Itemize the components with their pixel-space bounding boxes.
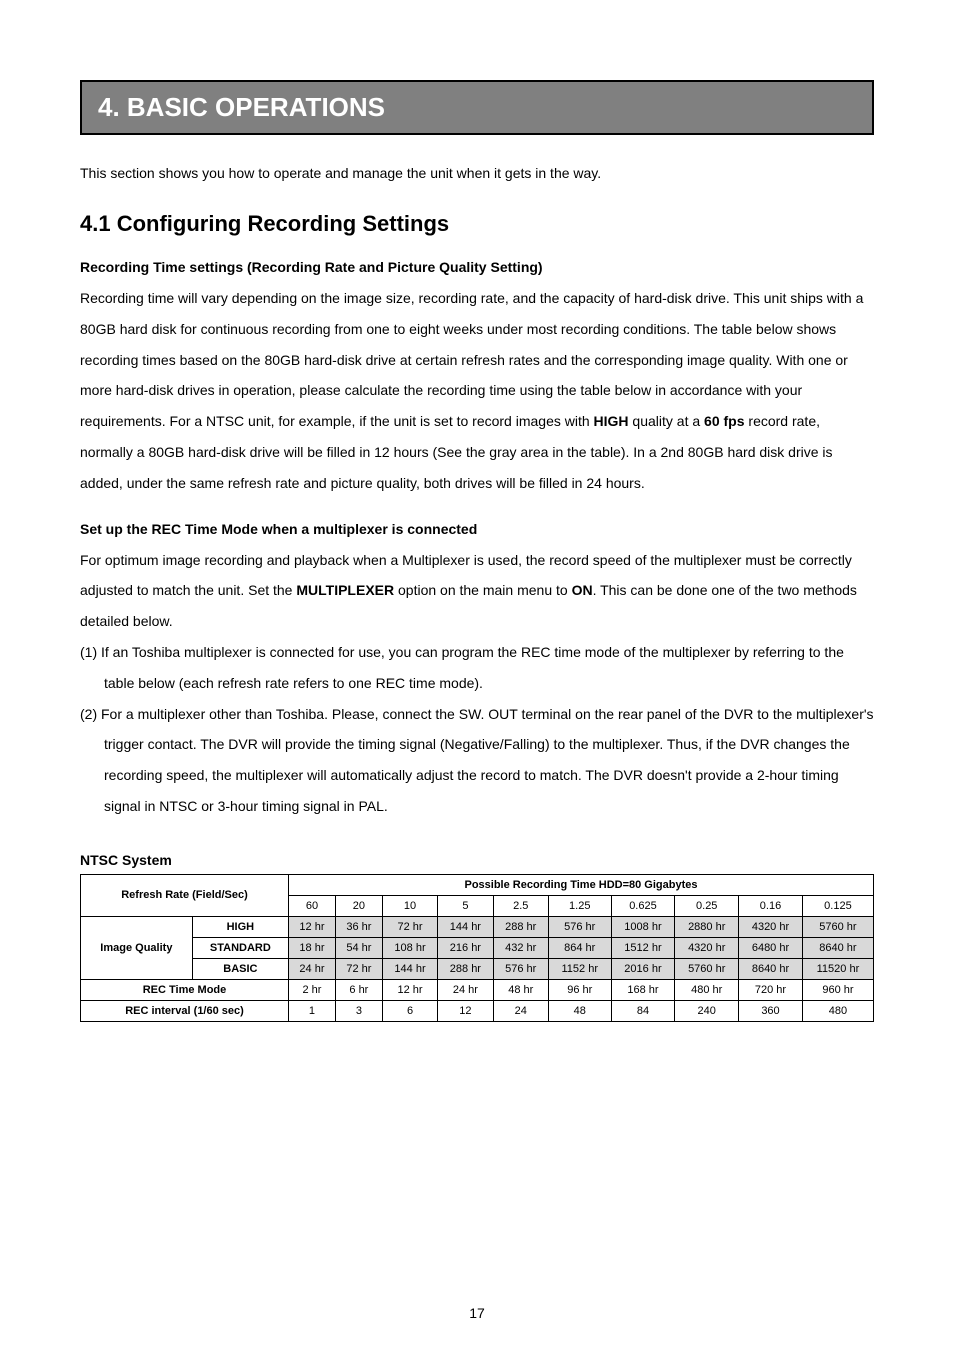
cell: 2016 hr <box>611 958 675 979</box>
cell: 2.5 <box>493 895 548 916</box>
bold-60fps: 60 fps <box>704 413 744 429</box>
cell: 8640 hr <box>802 937 873 958</box>
cell: 1008 hr <box>611 916 675 937</box>
cell: 0.25 <box>675 895 739 916</box>
cell: 1.25 <box>548 895 611 916</box>
cell: 72 hr <box>382 916 437 937</box>
cell: 12 <box>438 1000 493 1021</box>
cell: 288 hr <box>438 958 493 979</box>
cell: 168 hr <box>611 979 675 1000</box>
cell: 24 hr <box>289 958 336 979</box>
cell: 48 hr <box>493 979 548 1000</box>
cell: 432 hr <box>493 937 548 958</box>
cell: 48 <box>548 1000 611 1021</box>
text: Recording time will vary depending on th… <box>80 290 863 429</box>
cell-refresh-label: Refresh Rate (Field/Sec) <box>81 874 289 916</box>
cell: 144 hr <box>382 958 437 979</box>
cell: 60 <box>289 895 336 916</box>
cell-rec-time-mode-label: REC Time Mode <box>81 979 289 1000</box>
ntsc-table: Refresh Rate (Field/Sec) Possible Record… <box>80 874 874 1022</box>
cell: 2880 hr <box>675 916 739 937</box>
cell: 1152 hr <box>548 958 611 979</box>
table-row: Refresh Rate (Field/Sec) Possible Record… <box>81 874 874 895</box>
cell: 288 hr <box>493 916 548 937</box>
section-banner-title: 4. BASIC OPERATIONS <box>98 92 385 122</box>
paragraph-recording-time: Recording time will vary depending on th… <box>80 283 874 499</box>
cell: 1512 hr <box>611 937 675 958</box>
heading-4-1: 4.1 Configuring Recording Settings <box>80 211 874 237</box>
cell: 240 <box>675 1000 739 1021</box>
cell: 108 hr <box>382 937 437 958</box>
cell: 54 hr <box>335 937 382 958</box>
cell: 8640 hr <box>739 958 803 979</box>
cell: 0.125 <box>802 895 873 916</box>
cell: 11520 hr <box>802 958 873 979</box>
table-row: Image Quality HIGH 12 hr 36 hr 72 hr 144… <box>81 916 874 937</box>
cell-row-label: STANDARD <box>192 937 288 958</box>
table-row: REC interval (1/60 sec) 1 3 6 12 24 48 8… <box>81 1000 874 1021</box>
subheading-rec-time-mode: Set up the REC Time Mode when a multiple… <box>80 521 874 537</box>
list-item: (1) If an Toshiba multiplexer is connect… <box>80 637 874 699</box>
table-row: BASIC 24 hr 72 hr 144 hr 288 hr 576 hr 1… <box>81 958 874 979</box>
cell: 864 hr <box>548 937 611 958</box>
cell: 3 <box>335 1000 382 1021</box>
cell: 12 hr <box>289 916 336 937</box>
cell: 1 <box>289 1000 336 1021</box>
cell: 4320 hr <box>675 937 739 958</box>
cell: 960 hr <box>802 979 873 1000</box>
cell-row-label: HIGH <box>192 916 288 937</box>
list-item: (2) For a multiplexer other than Toshiba… <box>80 699 874 822</box>
cell: 0.16 <box>739 895 803 916</box>
cell: 720 hr <box>739 979 803 1000</box>
cell: 2 hr <box>289 979 336 1000</box>
cell: 12 hr <box>382 979 437 1000</box>
bold-on: ON <box>572 582 593 598</box>
cell: 576 hr <box>548 916 611 937</box>
cell: 6 hr <box>335 979 382 1000</box>
cell: 36 hr <box>335 916 382 937</box>
bold-multiplexer: MULTIPLEXER <box>296 582 394 598</box>
cell: 24 <box>493 1000 548 1021</box>
cell-rec-interval-label: REC interval (1/60 sec) <box>81 1000 289 1021</box>
cell-header-span: Possible Recording Time HDD=80 Gigabytes <box>289 874 874 895</box>
cell-row-label: BASIC <box>192 958 288 979</box>
cell-image-quality-label: Image Quality <box>81 916 193 979</box>
cell: 480 <box>802 1000 873 1021</box>
cell: 20 <box>335 895 382 916</box>
cell: 96 hr <box>548 979 611 1000</box>
cell: 5760 hr <box>802 916 873 937</box>
cell: 576 hr <box>493 958 548 979</box>
bold-high: HIGH <box>594 413 629 429</box>
cell: 10 <box>382 895 437 916</box>
cell: 6480 hr <box>739 937 803 958</box>
table-row: REC Time Mode 2 hr 6 hr 12 hr 24 hr 48 h… <box>81 979 874 1000</box>
cell: 144 hr <box>438 916 493 937</box>
cell: 0.625 <box>611 895 675 916</box>
section-banner: 4. BASIC OPERATIONS <box>80 80 874 135</box>
table-row: STANDARD 18 hr 54 hr 108 hr 216 hr 432 h… <box>81 937 874 958</box>
cell: 6 <box>382 1000 437 1021</box>
cell: 24 hr <box>438 979 493 1000</box>
cell: 4320 hr <box>739 916 803 937</box>
table-title-ntsc: NTSC System <box>80 852 874 868</box>
cell: 18 hr <box>289 937 336 958</box>
intro-text: This section shows you how to operate an… <box>80 165 874 181</box>
cell: 84 <box>611 1000 675 1021</box>
numbered-list: (1) If an Toshiba multiplexer is connect… <box>80 637 874 822</box>
paragraph-rec-time-mode: For optimum image recording and playback… <box>80 545 874 637</box>
cell: 5 <box>438 895 493 916</box>
cell: 360 <box>739 1000 803 1021</box>
text: quality at a <box>629 413 705 429</box>
text: option on the main menu to <box>394 582 571 598</box>
cell: 5760 hr <box>675 958 739 979</box>
cell: 480 hr <box>675 979 739 1000</box>
cell: 72 hr <box>335 958 382 979</box>
cell: 216 hr <box>438 937 493 958</box>
subheading-recording-time: Recording Time settings (Recording Rate … <box>80 259 874 275</box>
page-number: 17 <box>0 1305 954 1321</box>
